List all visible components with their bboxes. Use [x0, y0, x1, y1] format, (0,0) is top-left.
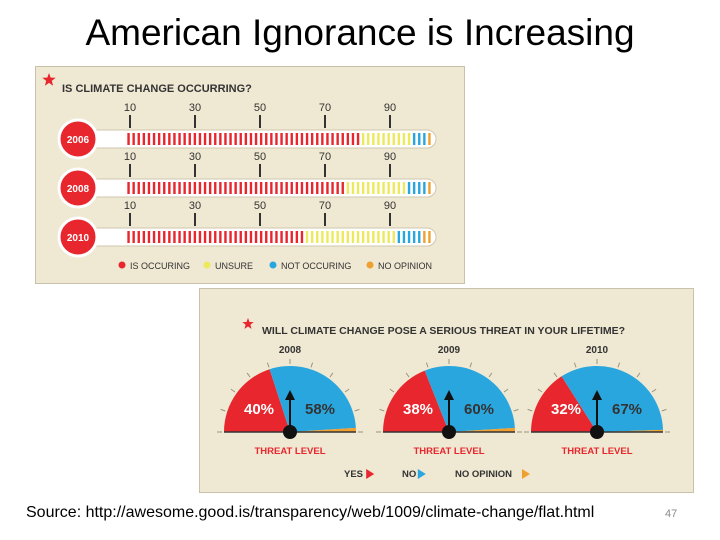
climate-occurring-svg: IS CLIMATE CHANGE OCCURRING? 10 30 50 70 90 20… [42, 73, 437, 271]
gauge-rim-tick [537, 388, 543, 393]
gauge-slice-no [424, 365, 515, 432]
gauge-yes-label: 32% [551, 401, 581, 418]
gauge-rim-tick [344, 388, 350, 393]
gauge-needle-arrow [592, 390, 602, 400]
gauge-slice-no [561, 365, 663, 432]
legend-swatch [118, 261, 126, 269]
gauge-rim-tick [513, 408, 519, 412]
gauge-rim-tick [553, 372, 558, 378]
gauge-rim-tick [379, 408, 385, 412]
legend-label: NO OPINION [455, 469, 512, 480]
star-icon [242, 318, 254, 329]
gauge-slice-yes [224, 369, 290, 432]
scale-tick-label: 10 [124, 151, 136, 163]
gauge-slice-no-opinion [290, 427, 357, 432]
gauge-rim-tick [661, 408, 667, 412]
gauge-rim-tick [310, 362, 314, 368]
gauge-yes-label: 40% [244, 401, 274, 418]
legend-arrow [522, 469, 530, 479]
gauge-slice-yes [383, 370, 449, 432]
gauge-no-label: 58% [305, 401, 335, 418]
year-bulb [57, 216, 99, 258]
legend-swatch [203, 261, 211, 269]
legend-label: NO [402, 469, 416, 480]
gauge-pivot [283, 425, 297, 439]
climate-occurring-chart: IS CLIMATE CHANGE OCCURRING? 10 30 50 70 90 20… [35, 66, 465, 284]
legend-arrow [366, 469, 375, 479]
gauge-slice-yes [531, 376, 597, 432]
gauge-pivot [590, 425, 604, 439]
gauge-year-label: 2009 [438, 345, 461, 356]
legend-swatch [366, 261, 374, 269]
scale-tick-label: 70 [319, 102, 331, 114]
gauge-pivot [442, 425, 456, 439]
source-citation: Source: http://awesome.good.is/transpare… [26, 504, 595, 521]
scale-tick-label: 90 [384, 200, 396, 212]
gauge-yes-label: 38% [403, 401, 433, 418]
scale-tick-label: 70 [319, 151, 331, 163]
gauge-rim-tick [230, 388, 236, 393]
scale-tick-label: 70 [319, 200, 331, 212]
year-label: 2006 [67, 135, 90, 146]
scale-tick-label: 90 [384, 102, 396, 114]
gauge-no-label: 60% [464, 401, 494, 418]
scale-tick-label: 90 [384, 151, 396, 163]
gauge-rim-tick [266, 362, 270, 368]
scale-tick-label: 50 [254, 102, 266, 114]
threat-lifetime-chart: WILL CLIMATE CHANGE POSE A SERIOUS THREA… [199, 288, 694, 493]
gauge-no-label: 67% [612, 401, 642, 418]
legend-label: UNSURE [215, 261, 253, 271]
gauge-needle-arrow [444, 390, 454, 400]
legend-label: YES [344, 469, 363, 480]
gauge-slice-no-opinion [449, 427, 516, 432]
scale-tick-label: 50 [254, 200, 266, 212]
scale-tick-label: 30 [189, 102, 201, 114]
gauge-rim-tick [329, 372, 334, 378]
chart-title: IS CLIMATE CHANGE OCCURRING? [62, 83, 252, 95]
scale-tick-label: 10 [124, 102, 136, 114]
gauge-rim-tick [469, 362, 473, 368]
legend-label: IS OCCURING [130, 261, 190, 271]
legend-label: NO OPINION [378, 261, 432, 271]
gauge-rim-tick [220, 408, 226, 412]
gauge-rim-tick [405, 372, 410, 378]
threat-level-label: THREAT LEVEL [413, 446, 484, 457]
threat-level-label: THREAT LEVEL [254, 446, 325, 457]
scale-tick-label: 30 [189, 200, 201, 212]
gauge-rim-tick [573, 362, 577, 368]
legend-arrow [417, 469, 426, 479]
gauge-rim-tick [389, 388, 395, 393]
chart-title: WILL CLIMATE CHANGE POSE A SERIOUS THREA… [262, 325, 625, 337]
gauge-rim-tick [527, 408, 533, 412]
year-bulb [57, 118, 99, 160]
threat-lifetime-svg: WILL CLIMATE CHANGE POSE A SERIOUS THREA… [217, 318, 670, 480]
gauge-rim-tick [425, 362, 429, 368]
year-label: 2010 [67, 233, 90, 244]
gauge-year-label: 2010 [586, 345, 609, 356]
star-icon [42, 73, 56, 86]
year-label: 2008 [67, 184, 90, 195]
gauge-needle-arrow [285, 390, 295, 400]
page-number: 47 [665, 508, 678, 520]
gauge-rim-tick [636, 372, 641, 378]
gauge-rim-tick [354, 408, 360, 412]
legend-label: NOT OCCURING [281, 261, 351, 271]
gauge-rim-tick [617, 362, 621, 368]
scale-tick-label: 10 [124, 200, 136, 212]
gauge-rim-tick [503, 388, 509, 393]
gauge-rim-tick [488, 372, 493, 378]
slide-title: American Ignorance is Increasing [85, 12, 635, 53]
scale-tick-label: 30 [189, 151, 201, 163]
gauge-rim-tick [651, 388, 657, 393]
scale-tick-label: 50 [254, 151, 266, 163]
year-bulb [57, 167, 99, 209]
legend-swatch [269, 261, 277, 269]
gauge-rim-tick [246, 372, 251, 378]
threat-level-label: THREAT LEVEL [561, 446, 632, 457]
gauge-slice-no [269, 365, 356, 432]
gauge-year-label: 2008 [279, 345, 302, 356]
